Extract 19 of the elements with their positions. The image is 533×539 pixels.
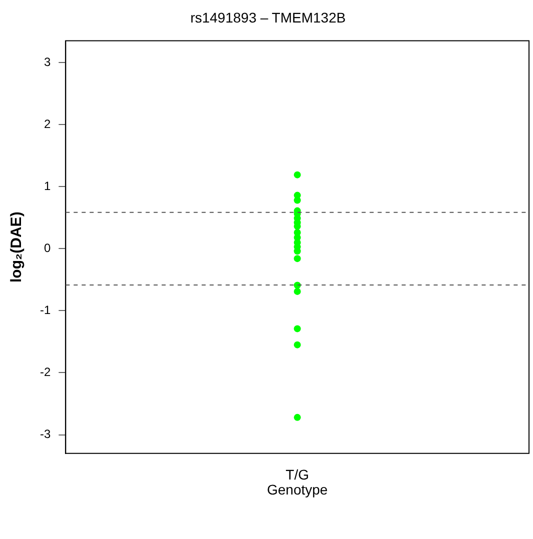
x-axis-title: Genotype — [266, 481, 328, 498]
y-tick-label: -2 — [40, 365, 51, 380]
y-tick-label: 0 — [44, 240, 51, 255]
point — [294, 341, 301, 348]
y-tick-label: -1 — [40, 303, 51, 318]
point — [294, 288, 301, 295]
point — [294, 248, 301, 255]
point — [294, 196, 301, 204]
y-tick-label: 2 — [44, 116, 51, 131]
point — [294, 171, 301, 178]
x-tick-label: T/G — [286, 466, 310, 483]
point — [294, 414, 301, 421]
point — [294, 255, 301, 262]
y-axis-title: log₂(DAE) — [8, 212, 26, 283]
y-tick-label: -3 — [40, 427, 51, 442]
point — [294, 325, 301, 332]
chart-title: rs1491893 – TMEM132B — [190, 9, 346, 26]
y-tick-label: 1 — [44, 178, 51, 193]
y-tick-label: 3 — [44, 54, 51, 69]
